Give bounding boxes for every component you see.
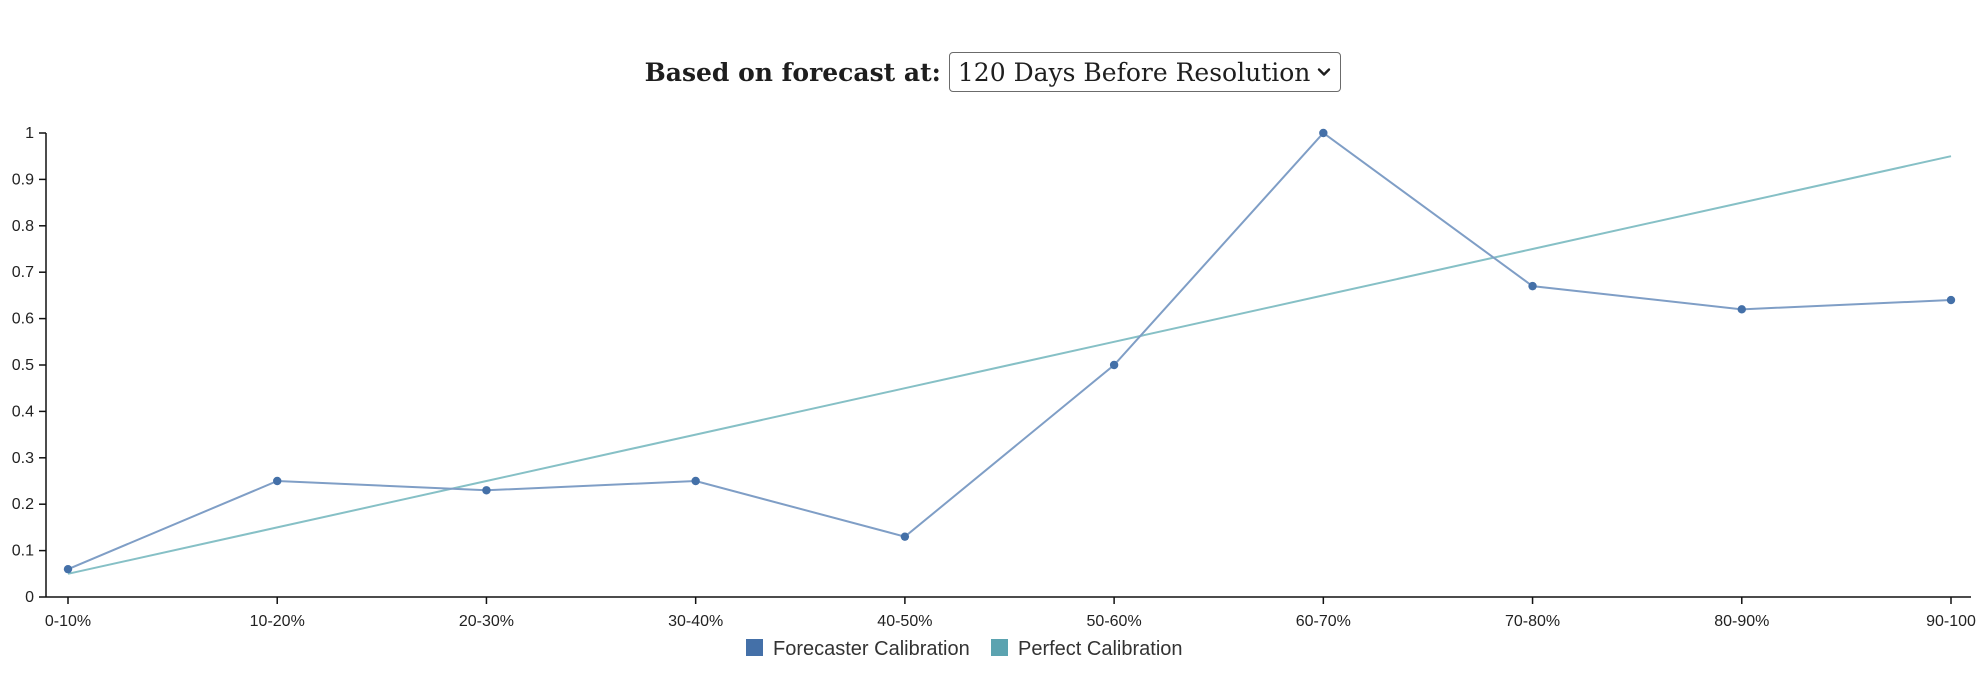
forecaster-calibration-point (1528, 281, 1537, 291)
forecaster-calibration-point (900, 532, 910, 541)
forecaster-calibration-line (67, 131, 1952, 571)
y-tick-label: 0.4 (12, 403, 34, 420)
y-tick-label: 1 (25, 125, 34, 142)
forecast-horizon-selected-value: 120 Days Before Resolution (957, 57, 1311, 87)
forecaster-calibration-point (273, 476, 282, 486)
x-tick-label: 60-70% (1296, 613, 1351, 630)
x-tick-label: 90-100 (1926, 613, 1976, 630)
x-tick-label: 50-60% (1087, 613, 1142, 630)
forecaster-calibration-point (63, 564, 73, 574)
legend: Forecaster Calibration Perfect Calibratio… (746, 638, 1183, 660)
forecaster-calibration-point (1737, 305, 1746, 314)
y-tick-label: 0 (25, 589, 34, 606)
y-tick-label: 0.7 (12, 264, 34, 281)
series-layer (63, 128, 1956, 575)
y-tick-label: 0.1 (12, 543, 34, 560)
x-tick-label: 10-20% (250, 613, 305, 630)
forecaster-calibration-point (482, 486, 491, 495)
x-tick-label: 20-30% (459, 613, 514, 630)
forecaster-calibration-point (1946, 295, 1956, 305)
y-tick-label: 0.2 (12, 496, 34, 513)
perfect-calibration-line (67, 155, 1952, 575)
forecaster-calibration-legend-swatch (746, 639, 763, 656)
x-tick-label: 0-10% (45, 613, 91, 630)
x-tick-label: 40-50% (877, 613, 932, 630)
x-tick-label: 80-90% (1714, 613, 1769, 630)
perfect-calibration-legend-label: Perfect Calibration (1018, 638, 1183, 660)
forecast-horizon-control: Based on forecast at: 120 Days Before Re… (0, 52, 1986, 92)
y-tick-label: 0.5 (12, 357, 34, 374)
forecaster-calibration-point (691, 476, 700, 486)
x-tick-label: 30-40% (668, 613, 723, 630)
perfect-calibration-legend-swatch (991, 639, 1008, 656)
forecast-horizon-select[interactable]: 120 Days Before Resolution (948, 52, 1342, 92)
forecaster-calibration-legend-label: Forecaster Calibration (773, 638, 970, 660)
x-axis: 0-10% 10-20% 20-30% 30-40% 40-50% 50-60% 60-70… (45, 596, 1976, 630)
chevron-down-icon (1318, 68, 1331, 76)
forecast-horizon-label: Based on forecast at: (644, 57, 941, 87)
y-tick-label: 0.3 (12, 450, 34, 467)
x-tick-label: 70-80% (1505, 613, 1560, 630)
y-tick-label: 0.6 (12, 311, 34, 328)
forecaster-calibration-point (1109, 360, 1119, 370)
forecaster-calibration-point (1319, 128, 1328, 138)
y-tick-label: 0.8 (12, 218, 34, 235)
y-axis: 0 0.1 0.2 0.3 0.4 0.5 0.6 0.7 0.8 0.9 1 (12, 125, 47, 606)
y-tick-label: 0.9 (12, 171, 34, 188)
